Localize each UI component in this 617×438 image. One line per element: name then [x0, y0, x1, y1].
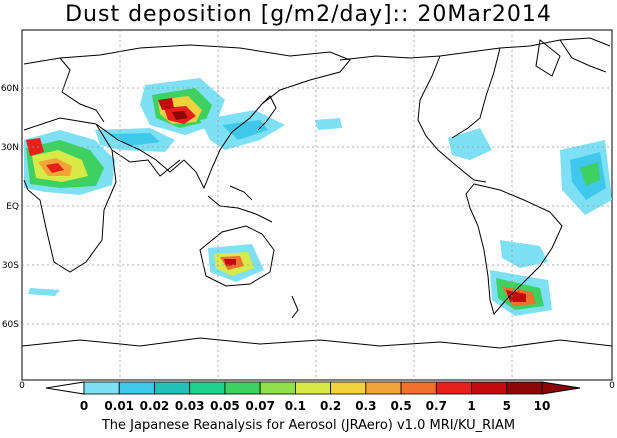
colorbar-edge-right: 0: [609, 381, 615, 391]
colorbar-label: 0.03: [175, 399, 205, 413]
credit-line: The Japanese Reanalysis for Aerosol (JRA…: [101, 418, 516, 433]
colorbar-label: 0.07: [245, 399, 275, 413]
lat-label-30s: 30S: [2, 261, 19, 271]
colorbar-label: 0: [80, 399, 88, 413]
colorbar-cell: [224, 381, 261, 395]
coastlines: [21, 37, 613, 349]
colorbar-label: 0.2: [320, 399, 341, 413]
gridlines: [22, 30, 612, 380]
colorbar-label: 0.05: [210, 399, 240, 413]
colorbar-under-arrow: [45, 381, 85, 395]
colorbar-cell: [189, 381, 226, 395]
colorbar-label: 0.5: [390, 399, 411, 413]
latitude-labels: 60N 30N EQ 30S 60S: [1, 84, 19, 330]
colorbar-cell: [118, 381, 155, 395]
colorbar-label: 0.1: [285, 399, 306, 413]
lat-label-60n: 60N: [1, 84, 19, 94]
colorbar-cell: [435, 381, 472, 395]
map-title: Dust deposition [g/m2/day]:: 20Mar2014: [65, 2, 552, 27]
colorbar-label: 0.7: [426, 399, 447, 413]
lat-label-eq: EQ: [6, 202, 19, 212]
colorbar-edge-left: 0: [19, 381, 25, 391]
lat-label-30n: 30N: [1, 143, 19, 153]
colorbar-cell: [471, 381, 508, 395]
colorbar-label: 5: [503, 399, 511, 413]
colorbar-over-arrow: [541, 381, 581, 395]
colorbar-label: 1: [467, 399, 475, 413]
colorbar-cell: [294, 381, 332, 395]
colorbar: 0 0.01 0.02 0.03 0.05 0.07 0.1 0.2 0.3 0.5 0.7 1 5 10…: [19, 381, 615, 413]
colorbar-label: 0.01: [104, 399, 134, 413]
colorbar-cells: [83, 381, 543, 395]
colorbar-label: 0.3: [355, 399, 376, 413]
colorbar-cell: [506, 381, 543, 395]
colorbar-cell: [83, 381, 120, 395]
dust-deposition-field: [24, 78, 612, 316]
colorbar-cell: [365, 381, 402, 395]
colorbar-label: 0.02: [140, 399, 170, 413]
colorbar-cell: [330, 381, 367, 395]
colorbar-labels: 0 0.01 0.02 0.03 0.05 0.07 0.1 0.2 0.3 0.5 0.7 1 5 10: [80, 399, 551, 413]
colorbar-cell: [154, 381, 191, 395]
colorbar-label: 10: [534, 399, 551, 413]
lat-label-60s: 60S: [2, 320, 19, 330]
colorbar-cell: [400, 381, 437, 395]
colorbar-cell: [259, 381, 296, 395]
map-frame: [21, 29, 613, 381]
